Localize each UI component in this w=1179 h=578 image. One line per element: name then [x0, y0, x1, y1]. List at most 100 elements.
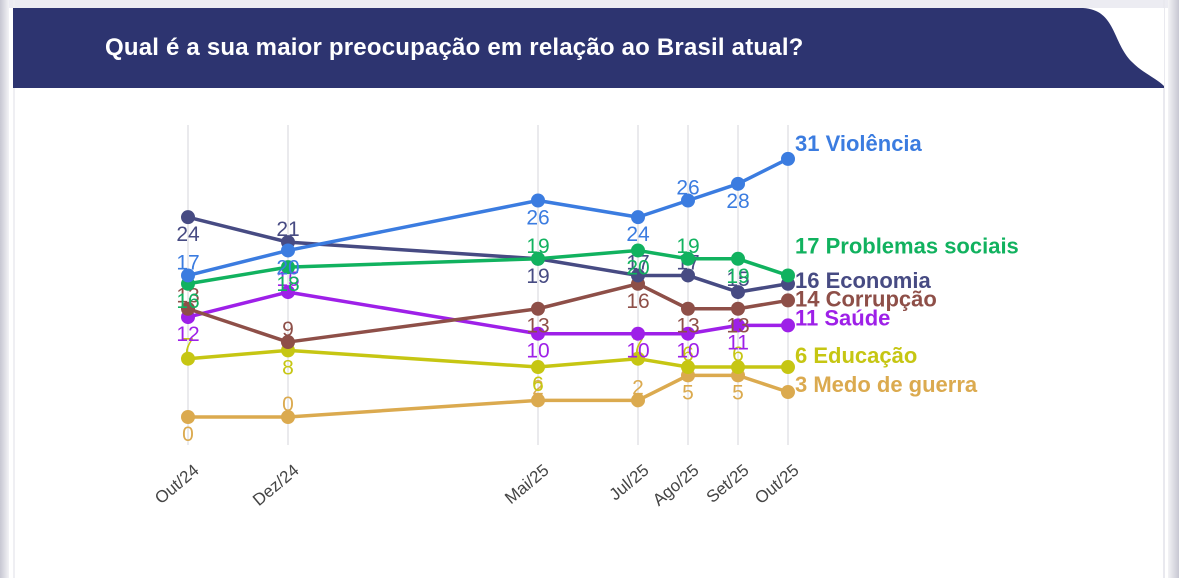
value-label-economia: 21: [276, 218, 299, 241]
data-point-violencia[interactable]: [631, 210, 645, 225]
data-point-problemas-sociais[interactable]: [631, 243, 645, 258]
viewer-top-edge: [0, 0, 1179, 8]
value-label-violencia: 26: [526, 206, 549, 229]
series-end-label-economia: 16 Economia: [795, 268, 931, 293]
value-label-economia: 19: [526, 265, 549, 288]
value-label-educacao: 7: [182, 335, 194, 358]
value-label-problemas-sociais: 19: [726, 265, 749, 288]
data-point-economia[interactable]: [731, 285, 745, 300]
value-label-educacao: 6: [682, 343, 694, 366]
data-point-saude[interactable]: [281, 285, 295, 300]
data-point-problemas-sociais[interactable]: [781, 268, 795, 283]
viewer-left-edge: [0, 0, 9, 578]
data-point-economia[interactable]: [631, 268, 645, 283]
data-point-corrupcao[interactable]: [781, 293, 795, 308]
x-tick-label: Jul/25: [606, 461, 653, 505]
value-label-educacao: 8: [282, 356, 294, 379]
value-label-corrupcao: 16: [626, 290, 649, 313]
data-point-medo-de-guerra[interactable]: [281, 410, 295, 424]
value-label-problemas-sociais: 19: [526, 235, 549, 258]
data-point-violencia[interactable]: [781, 151, 795, 166]
data-point-corrupcao[interactable]: [731, 301, 745, 316]
x-tick-label: Ago/25: [649, 461, 702, 510]
x-tick-label: Dez/24: [249, 461, 302, 510]
value-label-saude: 10: [676, 340, 699, 363]
value-label-educacao: 6: [532, 373, 544, 396]
series-end-label-educacao: 6 Educação: [795, 343, 917, 368]
data-point-corrupcao[interactable]: [281, 335, 295, 350]
value-label-violencia: 28: [726, 190, 749, 213]
value-label-economia: 15: [726, 268, 749, 291]
value-label-saude: 10: [526, 340, 549, 363]
value-label-corrupcao: 13: [526, 315, 549, 338]
value-label-problemas-sociais: 16: [176, 290, 199, 313]
data-point-problemas-sociais[interactable]: [731, 251, 745, 266]
data-point-educacao[interactable]: [531, 360, 545, 375]
data-point-violencia[interactable]: [281, 243, 295, 258]
value-label-corrupcao: 13: [726, 315, 749, 338]
data-point-economia[interactable]: [681, 268, 695, 283]
data-point-saude[interactable]: [731, 318, 745, 333]
data-point-medo-de-guerra[interactable]: [531, 393, 545, 408]
value-label-saude: 10: [626, 340, 649, 363]
series-end-label-medo-de-guerra: 3 Medo de guerra: [795, 372, 978, 397]
x-tick-label: Set/25: [703, 461, 753, 507]
value-label-problemas-sociais: 20: [626, 256, 649, 279]
value-label-problemas-sociais: 19: [676, 235, 699, 258]
value-label-economia: 17: [626, 251, 649, 274]
data-point-educacao[interactable]: [631, 351, 645, 366]
data-point-educacao[interactable]: [681, 360, 695, 375]
data-point-violencia[interactable]: [731, 176, 745, 191]
x-tick-label: Out/24: [151, 461, 202, 508]
value-label-economia: 24: [176, 223, 200, 246]
data-point-saude[interactable]: [531, 326, 545, 341]
value-label-medo-de-guerra: 5: [682, 381, 694, 404]
series-end-label-violencia: 31 Violência: [795, 131, 923, 156]
question-banner: Qual é a sua maior preocupação em relaçã…: [13, 8, 1164, 88]
value-label-medo-de-guerra: 0: [182, 423, 194, 446]
data-point-corrupcao[interactable]: [681, 301, 695, 316]
data-point-educacao[interactable]: [731, 360, 745, 375]
banner-corner-curve-icon: [1083, 8, 1164, 86]
value-label-corrupcao: 13: [176, 285, 199, 308]
value-label-medo-de-guerra: 0: [282, 393, 294, 416]
data-point-medo-de-guerra[interactable]: [181, 410, 195, 424]
data-point-violencia[interactable]: [531, 193, 545, 208]
viewer-right-edge: [1168, 0, 1179, 578]
data-point-medo-de-guerra[interactable]: [631, 393, 645, 408]
data-point-economia[interactable]: [181, 210, 195, 225]
data-point-medo-de-guerra[interactable]: [781, 385, 795, 400]
value-label-medo-de-guerra: 2: [632, 376, 644, 399]
slide-left-border: [13, 0, 15, 578]
slide-right-border: [1163, 0, 1165, 578]
data-point-saude[interactable]: [781, 318, 795, 333]
value-label-problemas-sociais: 18: [276, 273, 299, 296]
series-end-label-corrupcao: 14 Corrupção: [795, 286, 937, 311]
value-label-violencia: 20: [276, 256, 299, 279]
data-point-violencia[interactable]: [681, 193, 695, 208]
value-label-educacao: 7: [632, 335, 644, 358]
data-point-problemas-sociais[interactable]: [281, 260, 295, 275]
data-point-problemas-sociais[interactable]: [531, 251, 545, 266]
value-label-violencia: 26: [676, 176, 699, 199]
data-point-violencia[interactable]: [181, 268, 195, 283]
series-end-label-saude: 11 Saúde: [795, 305, 890, 330]
x-tick-label: Out/25: [751, 461, 802, 508]
value-label-educacao: 6: [732, 343, 744, 366]
series-line-medo-de-guerra: [186, 373, 790, 419]
data-point-educacao[interactable]: [781, 360, 795, 375]
data-point-corrupcao[interactable]: [181, 301, 195, 316]
data-point-problemas-sociais[interactable]: [681, 251, 695, 266]
data-point-saude[interactable]: [681, 326, 695, 341]
value-label-violencia: 17: [176, 251, 199, 274]
x-tick-label: Mai/25: [501, 461, 552, 508]
banner-title: Qual é a sua maior preocupação em relaçã…: [105, 34, 804, 61]
value-label-corrupcao: 13: [676, 315, 699, 338]
data-point-saude[interactable]: [631, 326, 645, 341]
value-label-saude: 11: [727, 331, 749, 354]
data-point-educacao[interactable]: [181, 351, 195, 366]
data-point-corrupcao[interactable]: [531, 301, 545, 316]
series-end-label-problemas-sociais: 17 Problemas sociais: [795, 233, 1019, 258]
